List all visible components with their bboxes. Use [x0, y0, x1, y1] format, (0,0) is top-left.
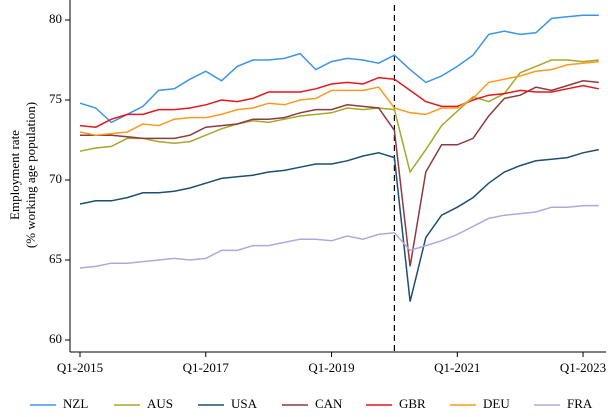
y-tick-label: 70 — [49, 171, 62, 186]
legend-label: FRA — [567, 396, 593, 411]
y-tick-label: 75 — [49, 91, 62, 106]
legend-label: USA — [231, 396, 258, 411]
legend-label: GBR — [399, 396, 426, 411]
series-line — [80, 80, 599, 267]
x-tick-label: Q1-2019 — [308, 360, 354, 375]
legend-label: AUS — [147, 396, 173, 411]
legend-label: DEU — [483, 396, 510, 411]
series-line — [79, 204, 599, 269]
series-line — [79, 14, 599, 124]
legend-label: NZL — [63, 396, 88, 411]
y-axis-label: Employment rate — [7, 130, 22, 220]
legend-label: CAN — [315, 396, 343, 411]
series-line — [79, 76, 599, 128]
y-tick-label: 60 — [49, 331, 62, 346]
x-tick-label: Q1-2021 — [434, 360, 480, 375]
series-line — [79, 59, 599, 174]
y-axis-label: (% working age population) — [23, 102, 38, 248]
x-tick-label: Q1-2023 — [560, 360, 606, 375]
y-tick-label: 65 — [49, 251, 62, 266]
y-tick-label: 80 — [49, 11, 62, 26]
x-tick-label: Q1-2015 — [57, 360, 103, 375]
series-line — [79, 148, 599, 302]
series-line — [79, 60, 599, 136]
x-tick-label: Q1-2017 — [183, 360, 230, 375]
